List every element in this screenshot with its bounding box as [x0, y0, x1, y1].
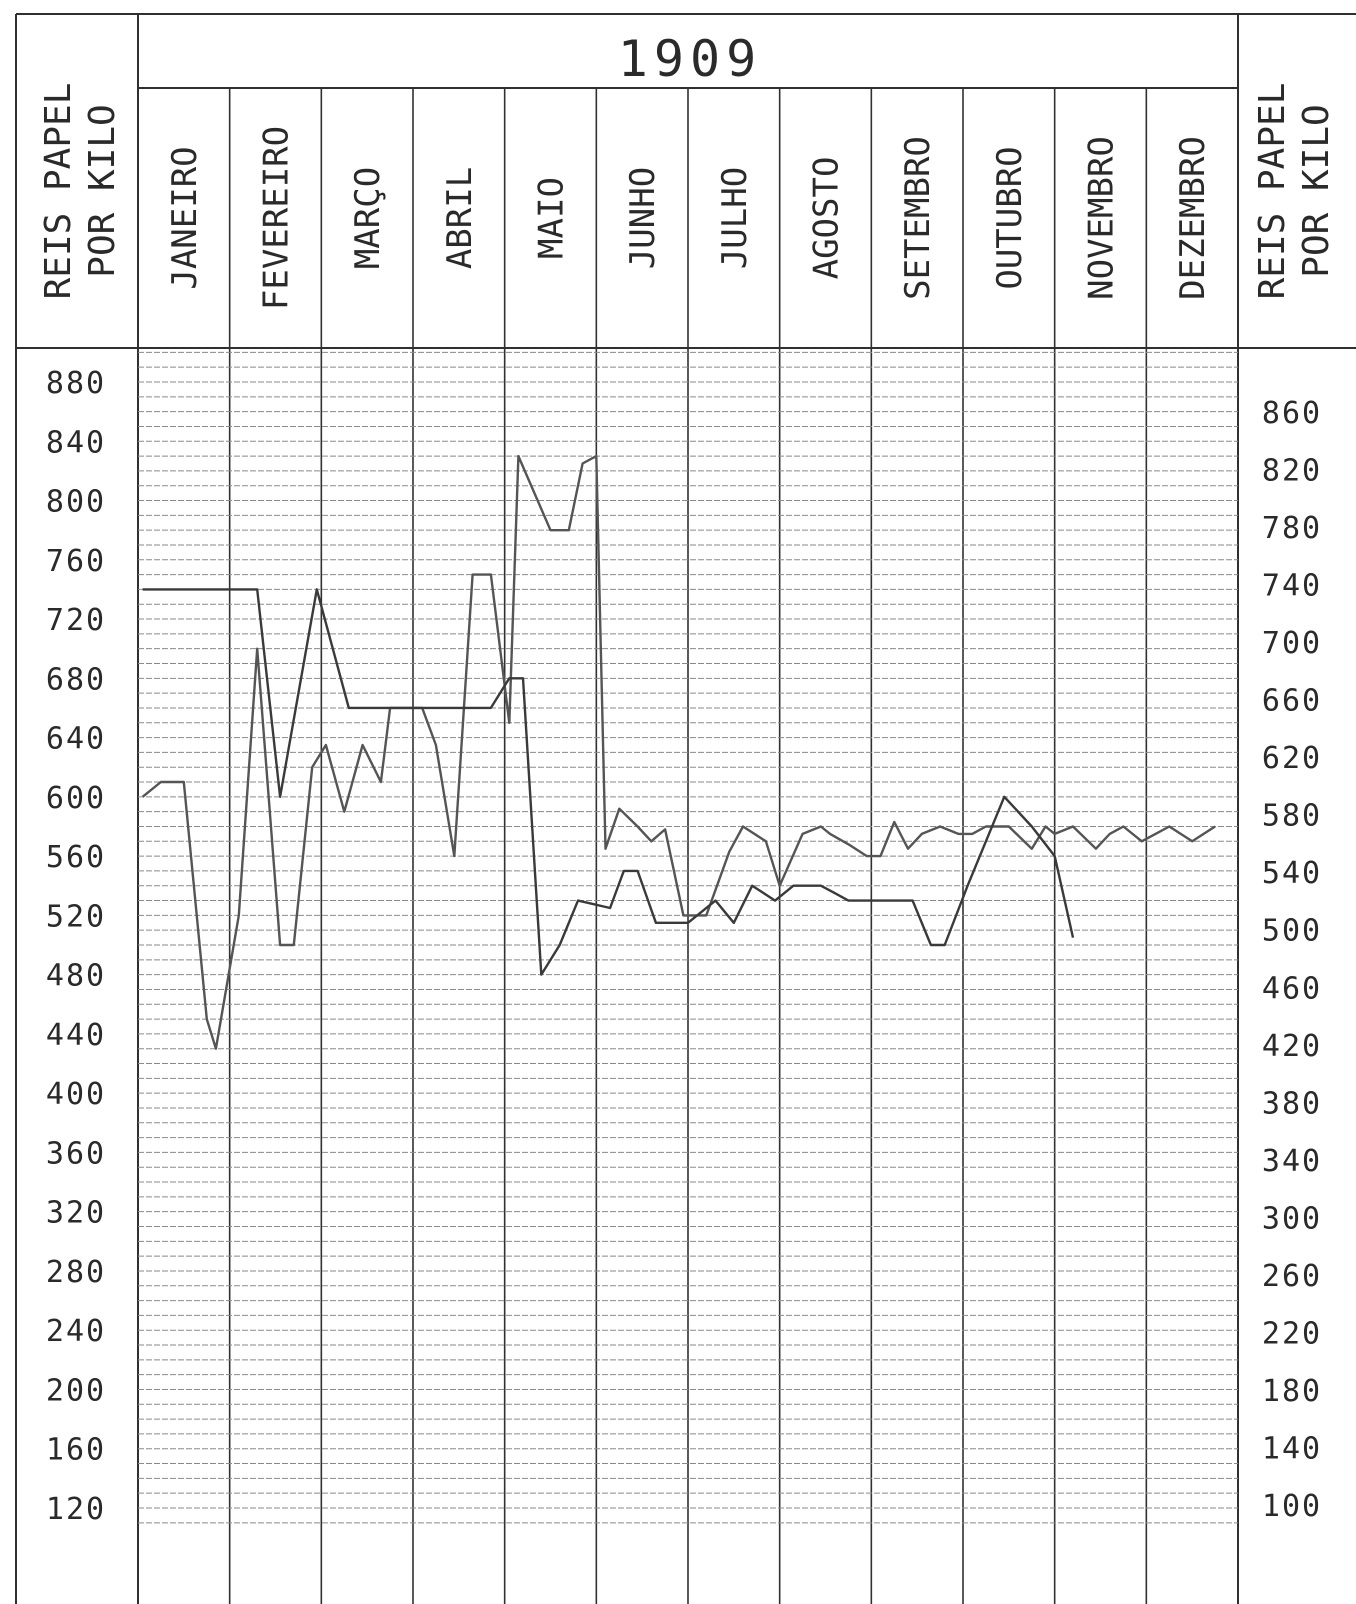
- y-tick-right: 620: [1262, 741, 1322, 776]
- y-tick-left: 200: [46, 1373, 106, 1408]
- month-label: ABRIL: [440, 167, 480, 269]
- y-tick-right: 540: [1262, 856, 1322, 891]
- y-tick-right: 340: [1262, 1144, 1322, 1179]
- y-tick-right: 820: [1262, 454, 1322, 489]
- y-tick-right: 140: [1262, 1431, 1322, 1466]
- month-headers: JANEIRO FEVEREIRO MARÇO ABRIL MAIO JUNHO JULHO…: [38, 83, 1337, 310]
- month-label: NOVEMBRO: [1082, 136, 1122, 300]
- y-tick-right: 860: [1262, 396, 1322, 431]
- y-tick-left: 120: [46, 1492, 106, 1527]
- y-tick-left: 680: [46, 662, 106, 697]
- y-tick-right: 780: [1262, 511, 1322, 546]
- y-tick-right: 740: [1262, 569, 1322, 604]
- month-label: JANEIRO: [165, 146, 205, 289]
- y-tick-left: 800: [46, 485, 106, 520]
- y-axis-title-right: REIS PAPEL: [1252, 83, 1293, 300]
- y-tick-right: 460: [1262, 971, 1322, 1006]
- y-tick-left: 760: [46, 544, 106, 579]
- month-label: FEVEREIRO: [257, 126, 297, 310]
- y-axis-title-left: POR KILO: [82, 104, 123, 277]
- y-tick-left: 840: [46, 425, 106, 460]
- y-tick-left: 400: [46, 1077, 106, 1112]
- y-tick-left: 480: [46, 959, 106, 994]
- y-tick-right: 500: [1262, 914, 1322, 949]
- month-label: JULHO: [715, 167, 755, 269]
- month-label: MARÇO: [348, 167, 388, 269]
- y-tick-left: 320: [46, 1196, 106, 1231]
- y-axis-title-right: POR KILO: [1296, 104, 1337, 277]
- tick-labels: 880 840 800 760 720 680 640 600 560 520 480 440 400 3…: [46, 366, 1322, 1527]
- y-tick-left: 640: [46, 722, 106, 757]
- y-tick-left: 600: [46, 781, 106, 816]
- y-tick-right: 260: [1262, 1259, 1322, 1294]
- y-tick-left: 720: [46, 603, 106, 638]
- series-line-2: [142, 588, 1075, 976]
- series-lines: [141, 454, 1216, 1050]
- y-tick-left: 440: [46, 1018, 106, 1053]
- y-tick-left: 240: [46, 1314, 106, 1349]
- y-tick-left: 520: [46, 899, 106, 934]
- y-tick-right: 420: [1262, 1029, 1322, 1064]
- chart-title: 1909: [618, 30, 762, 88]
- month-label: OUTUBRO: [990, 146, 1030, 289]
- y-tick-right: 380: [1262, 1086, 1322, 1121]
- y-tick-left: 360: [46, 1136, 106, 1171]
- series-line-1: [141, 454, 1216, 1050]
- chart-frame: [15, 13, 1356, 1604]
- y-tick-right: 300: [1262, 1201, 1322, 1236]
- y-tick-right: 660: [1262, 684, 1322, 719]
- y-tick-right: 180: [1262, 1374, 1322, 1409]
- y-tick-right: 220: [1262, 1316, 1322, 1351]
- month-label: AGOSTO: [807, 157, 847, 280]
- y-tick-left: 560: [46, 840, 106, 875]
- y-tick-right: 580: [1262, 799, 1322, 834]
- month-label: MAIO: [532, 177, 572, 259]
- y-axis-title-left: REIS PAPEL: [38, 83, 79, 300]
- y-tick-left: 160: [46, 1433, 106, 1468]
- y-tick-left: 280: [46, 1255, 106, 1290]
- month-label: JUNHO: [623, 167, 663, 269]
- grid-lines: [138, 351, 1238, 1524]
- month-label: SETEMBRO: [898, 136, 938, 300]
- month-label: DEZEMBRO: [1173, 136, 1213, 300]
- y-tick-right: 700: [1262, 626, 1322, 661]
- y-tick-right: 100: [1262, 1489, 1322, 1524]
- y-tick-left: 880: [46, 366, 106, 401]
